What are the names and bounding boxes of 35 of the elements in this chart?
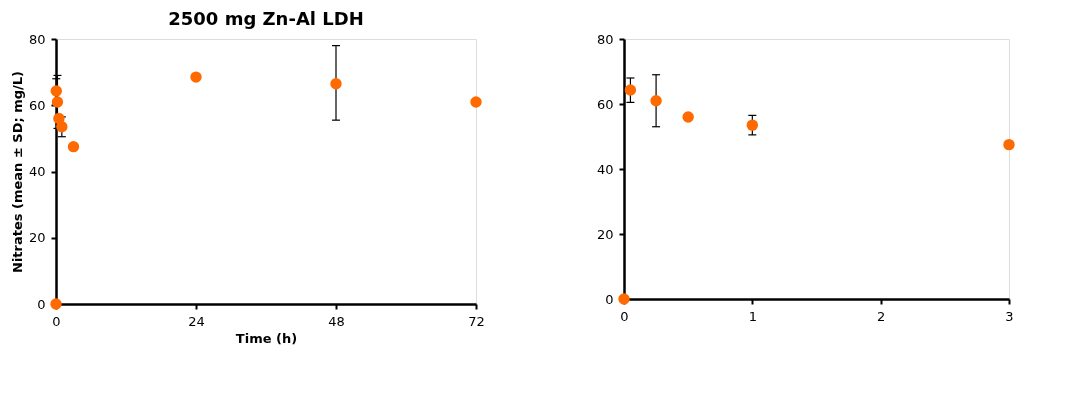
point	[67, 140, 80, 153]
point	[470, 96, 482, 108]
x-tick-label: 2	[877, 308, 886, 324]
point	[190, 71, 202, 83]
point	[746, 119, 759, 131]
y-tick-label: 20	[28, 230, 46, 246]
point	[51, 96, 64, 108]
y-tick-label: 60	[596, 96, 614, 112]
y-tick-label: 0	[605, 291, 614, 307]
x-tick-label: 48	[328, 313, 345, 329]
x-tick-label: 24	[188, 313, 205, 329]
x-tick-label: 72	[468, 313, 485, 329]
point	[330, 78, 342, 90]
y-tick-label: 40	[28, 164, 46, 179]
point	[50, 298, 62, 310]
point	[50, 85, 62, 97]
y-tick-label: 60	[28, 97, 46, 113]
point	[624, 84, 637, 96]
x-tick-label: 1	[748, 308, 757, 324]
y-axis-title: Nitrates (mean ± SD; mg/L)	[9, 70, 25, 274]
x-tick-label: 3	[1005, 308, 1014, 324]
point	[1003, 138, 1015, 151]
x-tick-label: 0	[52, 313, 61, 329]
y-tick-label: 80	[28, 31, 46, 47]
y-tick-label: 0	[37, 296, 46, 312]
x-axis-title: Time (h)	[235, 330, 298, 346]
point	[56, 121, 68, 133]
y-tick-label: 80	[596, 31, 614, 47]
y-tick-label: 40	[596, 161, 614, 177]
x-tick-label: 0	[620, 308, 629, 324]
chart-title: 2500 mg Zn-Al LDH	[168, 8, 364, 29]
point	[650, 95, 662, 107]
y-tick-label: 20	[596, 226, 614, 242]
point	[618, 293, 630, 305]
point	[682, 111, 694, 123]
